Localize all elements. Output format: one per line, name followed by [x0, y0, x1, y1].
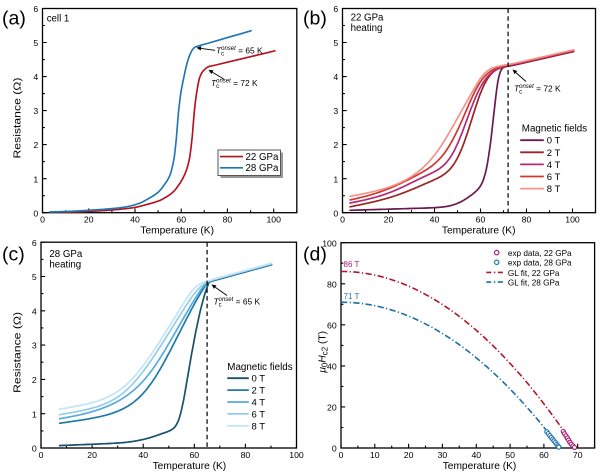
- svg-text:0: 0: [33, 208, 38, 218]
- svg-text:5: 5: [32, 272, 37, 282]
- svg-text:Tconset = 65 K: Tconset = 65 K: [216, 46, 263, 58]
- svg-text:6: 6: [33, 4, 38, 14]
- svg-text:60: 60: [539, 450, 549, 460]
- svg-text:cell 1: cell 1: [47, 14, 70, 25]
- svg-text:Tconset = 65 K: Tconset = 65 K: [214, 297, 261, 309]
- svg-text:60: 60: [327, 320, 337, 330]
- svg-text:50: 50: [505, 450, 515, 460]
- svg-text:40: 40: [138, 450, 148, 460]
- svg-text:exp data, 22 GPa: exp data, 22 GPa: [508, 249, 572, 258]
- svg-text:40: 40: [130, 215, 140, 225]
- svg-text:0: 0: [333, 208, 338, 218]
- svg-text:0: 0: [39, 450, 44, 460]
- svg-text:2: 2: [33, 140, 38, 150]
- svg-text:2 T: 2 T: [547, 148, 561, 159]
- svg-text:20: 20: [384, 215, 394, 225]
- svg-text:28 GPa: 28 GPa: [246, 163, 279, 174]
- svg-text:60: 60: [189, 450, 199, 460]
- svg-text:80: 80: [223, 215, 233, 225]
- svg-text:μ0Hc2 (T): μ0Hc2 (T): [318, 331, 330, 374]
- svg-text:20: 20: [404, 450, 414, 460]
- svg-text:86 T: 86 T: [344, 260, 360, 269]
- svg-text:22 GPa: 22 GPa: [246, 152, 279, 163]
- svg-text:Resistance (Ω): Resistance (Ω): [13, 78, 24, 159]
- svg-text:80: 80: [522, 215, 532, 225]
- svg-text:100: 100: [565, 215, 580, 225]
- svg-text:20: 20: [327, 403, 337, 413]
- svg-text:10: 10: [370, 450, 380, 460]
- svg-text:100: 100: [289, 450, 304, 460]
- svg-text:Magnetic fields: Magnetic fields: [522, 123, 587, 134]
- svg-text:Temperature (K): Temperature (K): [153, 461, 227, 472]
- svg-text:Resistance (Ω): Resistance (Ω): [13, 312, 24, 393]
- svg-text:heating: heating: [351, 23, 383, 34]
- svg-text:100: 100: [322, 238, 337, 248]
- svg-text:20: 20: [87, 450, 97, 460]
- svg-text:Tconset = 72 K: Tconset = 72 K: [211, 78, 258, 90]
- svg-text:8 T: 8 T: [547, 184, 561, 195]
- svg-text:(c): (c): [2, 244, 25, 266]
- svg-text:4 T: 4 T: [252, 398, 266, 409]
- svg-text:8 T: 8 T: [252, 421, 266, 432]
- svg-text:2 T: 2 T: [252, 386, 266, 397]
- svg-text:1: 1: [32, 409, 37, 419]
- svg-text:80: 80: [241, 450, 251, 460]
- svg-text:3: 3: [32, 341, 37, 351]
- svg-text:30: 30: [438, 450, 448, 460]
- svg-text:5: 5: [33, 38, 38, 48]
- svg-text:GL fit, 28 GPa: GL fit, 28 GPa: [508, 279, 560, 288]
- svg-text:4: 4: [33, 72, 38, 82]
- svg-text:60: 60: [476, 215, 486, 225]
- svg-text:20: 20: [84, 215, 94, 225]
- svg-text:GL fit, 22 GPa: GL fit, 22 GPa: [508, 269, 560, 278]
- svg-text:71 T: 71 T: [344, 292, 360, 301]
- svg-text:0: 0: [340, 215, 345, 225]
- svg-text:6: 6: [32, 238, 37, 248]
- svg-text:70: 70: [573, 450, 583, 460]
- svg-text:4 T: 4 T: [547, 160, 561, 171]
- svg-text:Temperature (K): Temperature (K): [443, 461, 517, 472]
- svg-text:60: 60: [176, 215, 186, 225]
- svg-text:3: 3: [33, 106, 38, 116]
- svg-text:5: 5: [333, 38, 338, 48]
- svg-text:Temperature (K): Temperature (K): [442, 226, 516, 237]
- svg-text:40: 40: [430, 215, 440, 225]
- svg-text:22 GPa: 22 GPa: [351, 12, 384, 23]
- svg-text:exp data, 28 GPa: exp data, 28 GPa: [508, 259, 572, 268]
- svg-text:40: 40: [327, 362, 337, 372]
- svg-text:heating: heating: [49, 260, 81, 271]
- svg-text:0 T: 0 T: [547, 136, 561, 147]
- svg-text:40: 40: [471, 450, 481, 460]
- svg-text:(d): (d): [303, 244, 327, 266]
- svg-text:1: 1: [333, 174, 338, 184]
- svg-text:0: 0: [32, 444, 37, 454]
- svg-text:100: 100: [266, 215, 281, 225]
- svg-text:0: 0: [332, 444, 337, 454]
- svg-text:0 T: 0 T: [252, 374, 266, 385]
- svg-text:3: 3: [333, 106, 338, 116]
- svg-text:Tconset = 72 K: Tconset = 72 K: [514, 84, 561, 96]
- svg-text:28 GPa: 28 GPa: [49, 249, 82, 260]
- svg-text:0: 0: [339, 450, 344, 460]
- svg-text:4: 4: [333, 72, 338, 82]
- svg-text:0: 0: [40, 215, 45, 225]
- svg-text:6 T: 6 T: [252, 409, 266, 420]
- svg-text:80: 80: [327, 279, 337, 289]
- svg-text:(b): (b): [303, 8, 327, 30]
- svg-text:2: 2: [333, 140, 338, 150]
- svg-text:2: 2: [32, 375, 37, 385]
- svg-text:4: 4: [32, 306, 37, 316]
- svg-text:Magnetic fields: Magnetic fields: [227, 362, 292, 373]
- svg-text:(a): (a): [2, 8, 26, 30]
- svg-text:6 T: 6 T: [547, 172, 561, 183]
- svg-text:1: 1: [33, 174, 38, 184]
- svg-text:Temperature (K): Temperature (K): [140, 226, 214, 237]
- svg-text:6: 6: [333, 4, 338, 14]
